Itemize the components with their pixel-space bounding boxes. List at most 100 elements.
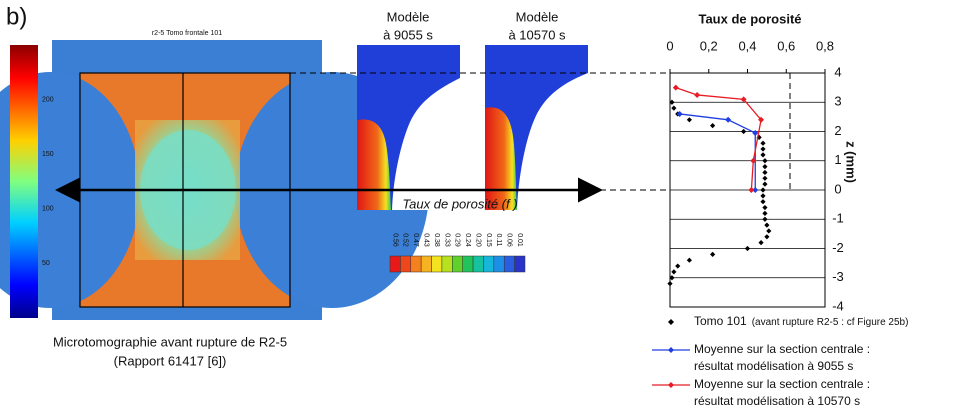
chart-title: Taux de porosité	[698, 11, 801, 26]
data-point	[766, 228, 772, 234]
data-point	[672, 84, 679, 91]
data-point	[694, 91, 701, 98]
scale-label: 0.15	[485, 233, 492, 247]
series-line	[675, 87, 762, 191]
scale-label: 0.11	[495, 233, 502, 246]
model-title: à 9055 s	[383, 27, 433, 42]
tomo-colorbar	[10, 45, 38, 318]
colorbar-tick-label: 150	[42, 151, 54, 158]
y-tick-label: -4	[832, 298, 844, 313]
panel-label: b)	[6, 3, 27, 30]
scale-label: 0.43	[423, 233, 430, 247]
data-point	[752, 187, 759, 193]
scale-cell	[472, 255, 484, 273]
colorbar-tick-label: 200	[42, 96, 54, 103]
scale-label: 0.24	[464, 233, 471, 247]
model-title: Modèle	[387, 9, 430, 24]
data-point	[760, 152, 766, 158]
data-point	[752, 129, 759, 136]
scale-label: 0.29	[454, 233, 461, 247]
series-line	[679, 113, 756, 190]
data-point	[762, 181, 768, 187]
y-tick-label: -2	[832, 240, 844, 255]
data-point	[676, 110, 683, 117]
data-point	[762, 216, 768, 222]
x-tick-label: 0,2	[700, 38, 718, 53]
data-point	[762, 210, 768, 216]
x-tick-label: 0	[666, 38, 673, 53]
porosity-scale: 0.56 0.52 0.47 0.43 0.38 0.33 0.29 0.24 0.20 0.15…	[389, 233, 526, 273]
tomo-caption: Microtomographie avant rupture de R2-5	[53, 334, 287, 349]
scale-label: 0.01	[516, 233, 523, 247]
y-tick-label: 3	[834, 94, 841, 109]
data-point	[667, 281, 673, 287]
y-tick-label: 1	[834, 152, 841, 167]
scale-label: 0.33	[443, 233, 450, 247]
scale-cell	[389, 255, 401, 273]
data-point	[760, 187, 766, 193]
scale-cell	[503, 255, 515, 273]
scale-label: 0.06	[506, 233, 513, 247]
scale-cell	[400, 255, 412, 273]
data-point	[750, 157, 757, 164]
data-point	[671, 105, 677, 111]
legend-marker	[668, 382, 674, 388]
legend-detail: résultat modélisation à 9055 s	[694, 359, 853, 373]
scale-label: 0.52	[402, 233, 409, 247]
scale-label: 0.38	[433, 233, 440, 247]
data-point	[762, 158, 768, 164]
scale-cell	[483, 255, 495, 273]
legend-name: Tomo 101	[694, 314, 747, 328]
data-point	[764, 222, 770, 228]
data-point	[760, 146, 766, 152]
data-point	[764, 234, 770, 240]
legend-name: Moyenne sur la section centrale :	[694, 342, 870, 356]
data-point	[671, 269, 677, 275]
data-point	[748, 187, 755, 193]
model-image	[357, 45, 460, 210]
data-point	[762, 169, 768, 176]
legend-marker	[668, 347, 674, 353]
scale-cell	[441, 255, 453, 273]
scale-label: 0.56	[391, 233, 398, 247]
data-point	[762, 204, 768, 211]
data-point	[675, 263, 681, 269]
tomo-title: r2-5 Tomo frontale 101	[152, 30, 222, 37]
y-axis-label: z (mm)	[844, 141, 859, 183]
scale-cell	[420, 255, 432, 273]
y-tick-label: -1	[832, 211, 844, 226]
data-point	[740, 96, 747, 103]
scale-label: 0.47	[412, 233, 419, 247]
scale-cell	[462, 255, 474, 273]
scale-cell	[514, 255, 526, 273]
scale-label: 0.20	[474, 233, 481, 247]
tomo-caption: (Rapport 61417 [6])	[114, 353, 227, 368]
legend-marker	[668, 319, 674, 325]
legend-detail: (avant rupture R2-5 : cf Figure 25b)	[752, 317, 909, 328]
legend-label: Moyenne sur la section centrale :	[694, 342, 870, 356]
data-point	[760, 199, 766, 205]
data-point	[710, 123, 716, 129]
legend-name: Moyenne sur la section centrale :	[694, 377, 870, 391]
legend-label: Moyenne sur la section centrale :	[694, 377, 870, 391]
data-point	[762, 175, 768, 181]
data-point	[758, 116, 765, 123]
y-tick-label: -3	[832, 269, 844, 284]
y-tick-label: 0	[834, 181, 841, 196]
y-tick-label: 4	[834, 64, 841, 79]
data-point	[744, 245, 751, 252]
x-tick-label: 0,6	[777, 38, 795, 53]
data-point	[760, 193, 766, 199]
scale-cell	[410, 255, 422, 273]
x-tick-label: 0,4	[738, 38, 756, 53]
colorbar-tick-label: 50	[42, 260, 50, 267]
scale-cell	[493, 255, 505, 273]
legend-detail: résultat modélisation à 10570 s	[694, 394, 860, 408]
data-point	[669, 99, 675, 105]
data-point	[669, 275, 675, 281]
y-tick-label: 2	[834, 123, 841, 138]
model-image	[485, 45, 588, 210]
scale-cell	[431, 255, 443, 273]
data-point	[758, 240, 764, 246]
